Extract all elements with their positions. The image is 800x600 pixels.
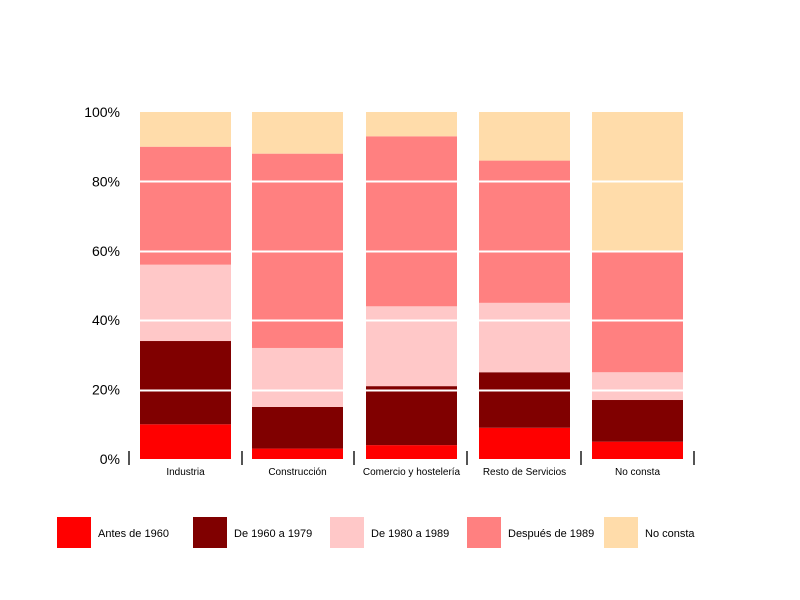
bar-segment bbox=[479, 372, 570, 428]
x-category-label: Construcción bbox=[268, 467, 326, 478]
x-category-label: Comercio y hostelería bbox=[363, 467, 461, 478]
x-axis: Industria Construcción Comercio y hosteler… bbox=[128, 451, 695, 478]
bar-segment bbox=[479, 302, 570, 373]
legend-label: Después de 1989 bbox=[508, 528, 594, 540]
y-tick-label: 20% bbox=[92, 382, 120, 398]
bar-segment bbox=[366, 136, 457, 307]
legend-swatch bbox=[57, 517, 91, 548]
legend-swatch bbox=[604, 517, 638, 548]
y-tick-label: 40% bbox=[92, 312, 120, 328]
legend-label: De 1960 a 1979 bbox=[234, 528, 312, 540]
x-category-label: Industria bbox=[166, 467, 205, 478]
bar-segment bbox=[140, 146, 231, 265]
bar-segment bbox=[592, 441, 683, 459]
legend-label: Antes de 1960 bbox=[98, 528, 169, 540]
bar-segment bbox=[366, 386, 457, 446]
gridlines bbox=[130, 180, 690, 392]
bar-segment bbox=[479, 112, 570, 161]
bar-segment bbox=[592, 372, 683, 401]
bar-segment bbox=[252, 406, 343, 449]
legend-swatch bbox=[193, 517, 227, 548]
y-axis: 0% 20% 40% 60% 80% 100% bbox=[84, 104, 120, 467]
bar-segment bbox=[592, 400, 683, 442]
bar-segment bbox=[252, 448, 343, 459]
legend: Antes de 1960 De 1960 a 1979 De 1980 a 198… bbox=[57, 517, 695, 548]
bar-segment bbox=[366, 112, 457, 137]
bar-segment bbox=[479, 427, 570, 459]
bar-segment bbox=[366, 306, 457, 387]
bar-segment bbox=[479, 160, 570, 303]
bar-segment bbox=[140, 341, 231, 425]
legend-swatch bbox=[467, 517, 501, 548]
legend-swatch bbox=[330, 517, 364, 548]
bar-segment bbox=[140, 264, 231, 342]
bar-segment bbox=[140, 112, 231, 147]
bar-segment bbox=[140, 424, 231, 459]
bar-segment bbox=[252, 347, 343, 407]
y-tick-label: 100% bbox=[84, 104, 120, 120]
bars bbox=[140, 112, 683, 459]
bar-segment bbox=[252, 112, 343, 154]
bar-segment bbox=[592, 250, 683, 373]
x-category-label: No consta bbox=[615, 467, 660, 478]
bar-segment bbox=[366, 445, 457, 459]
legend-label: No consta bbox=[645, 528, 695, 540]
x-category-label: Resto de Servicios bbox=[483, 467, 566, 478]
y-tick-label: 60% bbox=[92, 243, 120, 259]
y-tick-label: 0% bbox=[100, 451, 120, 467]
legend-label: De 1980 a 1989 bbox=[371, 528, 449, 540]
y-tick-label: 80% bbox=[92, 173, 120, 189]
